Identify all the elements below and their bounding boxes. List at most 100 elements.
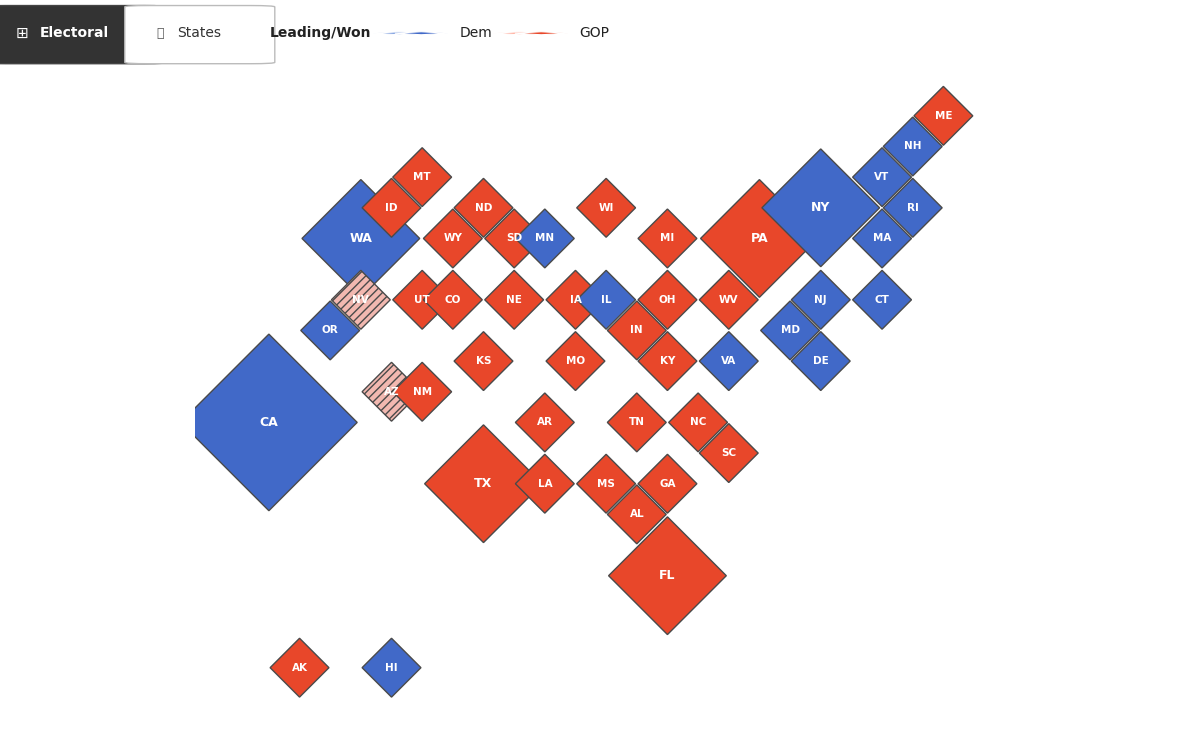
Text: IN: IN (630, 325, 643, 335)
Text: MO: MO (566, 356, 586, 366)
Text: WV: WV (719, 295, 738, 305)
FancyBboxPatch shape (125, 6, 275, 63)
Polygon shape (577, 179, 636, 237)
Polygon shape (608, 517, 726, 634)
Text: MS: MS (598, 479, 616, 488)
Text: MN: MN (535, 233, 554, 243)
Polygon shape (515, 209, 575, 268)
Polygon shape (454, 179, 512, 237)
Polygon shape (362, 362, 421, 421)
Polygon shape (762, 149, 880, 267)
Text: Electoral: Electoral (40, 26, 109, 40)
Text: NE: NE (506, 295, 522, 305)
Text: AL: AL (630, 510, 644, 519)
Text: VA: VA (721, 356, 737, 366)
Text: WI: WI (599, 203, 614, 213)
Polygon shape (485, 270, 544, 330)
Text: CT: CT (875, 295, 889, 305)
Polygon shape (638, 332, 697, 391)
Text: DE: DE (812, 356, 829, 366)
Polygon shape (392, 270, 451, 330)
Polygon shape (914, 87, 973, 145)
Text: MT: MT (413, 172, 431, 182)
Text: OR: OR (322, 325, 338, 335)
Text: AZ: AZ (384, 387, 400, 397)
Polygon shape (853, 209, 912, 268)
Polygon shape (301, 301, 360, 360)
Text: FL: FL (659, 569, 676, 582)
Text: HI: HI (385, 663, 398, 673)
Polygon shape (362, 179, 421, 237)
Text: ND: ND (475, 203, 492, 213)
Polygon shape (485, 209, 544, 268)
Polygon shape (392, 148, 451, 206)
Polygon shape (607, 485, 666, 544)
Text: KS: KS (475, 356, 491, 366)
Polygon shape (883, 117, 942, 176)
Text: SD: SD (506, 233, 522, 243)
Polygon shape (515, 454, 575, 513)
Text: TX: TX (474, 477, 493, 490)
Text: UT: UT (414, 295, 430, 305)
Polygon shape (577, 270, 636, 330)
Polygon shape (638, 454, 697, 513)
Polygon shape (424, 209, 482, 268)
Polygon shape (331, 270, 390, 330)
Text: CO: CO (445, 295, 461, 305)
Polygon shape (454, 332, 512, 391)
Text: WY: WY (443, 233, 462, 243)
Polygon shape (395, 32, 448, 35)
Text: VT: VT (875, 172, 889, 182)
Polygon shape (515, 393, 575, 452)
Text: AK: AK (292, 663, 307, 673)
Polygon shape (668, 393, 727, 452)
Polygon shape (302, 179, 420, 297)
FancyBboxPatch shape (0, 6, 168, 63)
Text: PA: PA (751, 232, 768, 245)
Polygon shape (373, 32, 426, 35)
Polygon shape (546, 332, 605, 391)
Text: GOP: GOP (580, 26, 610, 40)
Text: TN: TN (629, 418, 644, 427)
Text: Leading/Won: Leading/Won (270, 26, 372, 40)
Polygon shape (515, 32, 568, 35)
Polygon shape (883, 179, 942, 237)
Text: States: States (178, 26, 222, 40)
Text: IA: IA (570, 295, 582, 305)
Text: KY: KY (660, 356, 676, 366)
Text: ME: ME (935, 111, 952, 121)
Text: ID: ID (385, 203, 397, 213)
Text: Dem: Dem (460, 26, 492, 40)
Polygon shape (791, 270, 850, 330)
Text: 🗺: 🗺 (156, 27, 163, 40)
Text: NM: NM (413, 387, 432, 397)
Polygon shape (607, 301, 666, 360)
Text: LA: LA (538, 479, 552, 488)
Text: OH: OH (659, 295, 676, 305)
Text: AR: AR (536, 418, 553, 427)
Text: CA: CA (259, 416, 278, 429)
Polygon shape (853, 270, 912, 330)
Text: ⊞: ⊞ (16, 26, 29, 41)
Text: NY: NY (811, 201, 830, 214)
Polygon shape (392, 362, 451, 421)
Polygon shape (577, 454, 636, 513)
Polygon shape (638, 270, 697, 330)
Polygon shape (638, 209, 697, 268)
Text: MD: MD (780, 325, 799, 335)
Text: NC: NC (690, 418, 707, 427)
Polygon shape (700, 270, 758, 330)
Text: WA: WA (349, 232, 372, 245)
Text: IL: IL (601, 295, 611, 305)
Text: NJ: NJ (815, 295, 827, 305)
Polygon shape (700, 424, 758, 483)
Polygon shape (270, 639, 329, 697)
Polygon shape (791, 332, 850, 391)
Polygon shape (700, 332, 758, 391)
Text: NH: NH (904, 141, 922, 152)
Text: GA: GA (659, 479, 676, 488)
Text: MI: MI (660, 233, 674, 243)
Text: NV: NV (353, 295, 370, 305)
Text: SC: SC (721, 448, 737, 458)
Polygon shape (701, 179, 818, 297)
